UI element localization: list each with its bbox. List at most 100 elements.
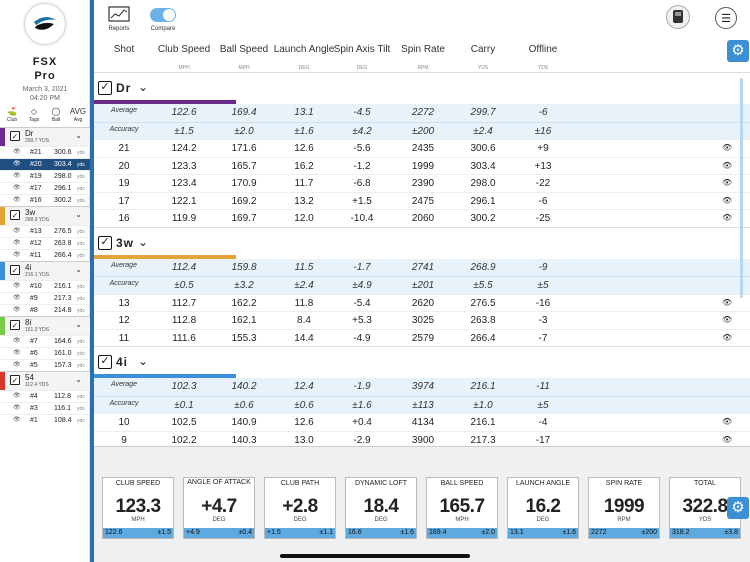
club-group-header[interactable]: ✓ 8i 161.0 YDS ⌄ bbox=[0, 317, 90, 335]
column-header[interactable]: Launch Angle bbox=[273, 44, 335, 55]
home-indicator[interactable] bbox=[280, 554, 470, 558]
metric-card[interactable]: LAUNCH ANGLE 16.2 DEG 13.1 ±1.6 bbox=[507, 477, 579, 539]
club-group-header[interactable]: ✓ Dr 299.7 YDS ⌄ bbox=[0, 128, 90, 146]
eye-icon[interactable]: 👁 bbox=[722, 143, 733, 152]
shot-list-item[interactable]: 👁 #4 112.8 yds bbox=[0, 390, 90, 402]
shot-list-item[interactable]: 👁 #19 298.0 yds bbox=[0, 170, 90, 182]
club-checkbox[interactable]: ✓ bbox=[10, 131, 20, 141]
eye-icon[interactable]: 👁 bbox=[13, 228, 21, 234]
shot-list-item[interactable]: 👁 #3 116.1 yds bbox=[0, 402, 90, 414]
chevron-down-icon[interactable]: ⌄ bbox=[75, 375, 82, 384]
metric-card[interactable]: ANGLE OF ATTACK +4.7 DEG +4.9 ±0.4 bbox=[183, 477, 255, 539]
filter-tags-button[interactable]: ◇ Tags bbox=[24, 106, 44, 126]
club-group-header[interactable]: ✓ 4i 216.1 YDS ⌄ bbox=[0, 262, 90, 280]
eye-icon[interactable]: 👁 bbox=[13, 197, 21, 203]
menu-button[interactable]: ☰ bbox=[715, 7, 737, 29]
club-checkbox[interactable]: ✓ bbox=[10, 210, 20, 220]
eye-icon[interactable]: 👁 bbox=[722, 195, 733, 205]
eye-icon[interactable]: 👁 bbox=[13, 393, 21, 399]
metric-card[interactable]: CLUB PATH +2.8 DEG +1.5 ±1.1 bbox=[264, 477, 336, 539]
eye-icon[interactable]: 👁 bbox=[13, 362, 21, 368]
device-avatar[interactable] bbox=[666, 5, 690, 29]
column-header[interactable]: Carry bbox=[470, 44, 496, 55]
chevron-down-icon[interactable]: ⌄ bbox=[75, 265, 82, 274]
eye-icon[interactable]: 👁 bbox=[722, 178, 733, 187]
club-section-checkbox[interactable]: ✓ bbox=[98, 235, 112, 250]
shot-row[interactable]: 16 119.9 169.7 12.0 -10.4 2060 300.2 -25 👁 bbox=[94, 209, 750, 227]
chevron-down-icon[interactable]: ⌄ bbox=[138, 354, 149, 368]
table-scrollbar[interactable] bbox=[740, 78, 743, 298]
shot-row[interactable]: 12 112.8 162.1 8.4 +5.3 3025 263.8 -3 👁 bbox=[94, 311, 750, 329]
shot-row[interactable]: 19 123.4 170.9 11.7 -6.8 2390 298.0 -22 👁 bbox=[94, 174, 750, 192]
eye-icon[interactable]: 👁 bbox=[13, 161, 21, 167]
club-section-header[interactable]: ✓ 3w ⌄ bbox=[94, 226, 750, 259]
club-group-header[interactable]: ✓ 54 112.4 YDS ⌄ bbox=[0, 372, 90, 390]
chevron-down-icon[interactable]: ⌄ bbox=[75, 320, 82, 329]
shot-list-item[interactable]: 👁 #9 217.3 yds bbox=[0, 292, 90, 304]
shot-row[interactable]: 17 122.1 169.2 13.2 +1.5 2475 296.1 -6 👁 bbox=[94, 191, 750, 210]
club-section-header[interactable]: ✓ Dr ⌄ bbox=[94, 72, 750, 104]
column-header[interactable]: Spin Rate bbox=[401, 44, 445, 55]
column-header[interactable]: Spin Axis Tilt bbox=[333, 44, 391, 55]
column-header[interactable]: Ball Speed bbox=[219, 44, 269, 55]
shot-row[interactable]: 21 124.2 171.6 12.6 -5.6 2435 300.6 +9 👁 bbox=[94, 139, 750, 157]
shot-list-item[interactable]: 👁 #5 157.3 yds bbox=[0, 359, 90, 371]
shot-list-item[interactable]: 👁 #6 161.0 yds bbox=[0, 347, 90, 359]
eye-icon[interactable]: 👁 bbox=[722, 297, 733, 307]
metric-card[interactable]: CLUB SPEED 123.3 MPH 122.6 ±1.5 bbox=[102, 477, 174, 539]
eye-icon[interactable]: 👁 bbox=[13, 240, 21, 246]
chevron-down-icon[interactable]: ⌄ bbox=[138, 234, 149, 249]
club-group-header[interactable]: ✓ 3w 268.9 YDS ⌄ bbox=[0, 207, 90, 225]
club-section-checkbox[interactable]: ✓ bbox=[98, 355, 112, 369]
filter-avg-button[interactable]: AVG Avg bbox=[68, 106, 88, 126]
column-header[interactable]: Offline bbox=[528, 44, 558, 55]
shot-row[interactable]: 9 102.2 140.3 13.0 -2.9 3900 217.3 -17 👁 bbox=[94, 430, 750, 447]
chevron-down-icon[interactable]: ⌄ bbox=[75, 131, 82, 140]
shot-list-item[interactable]: 👁 #7 164.6 yds bbox=[0, 335, 90, 347]
metric-card[interactable]: SPIN RATE 1999 RPM 2272 ±200 bbox=[588, 477, 660, 539]
eye-icon[interactable]: 👁 bbox=[13, 338, 21, 344]
reports-button[interactable]: Reports bbox=[104, 6, 134, 32]
club-checkbox[interactable]: ✓ bbox=[10, 265, 20, 275]
shot-list-item[interactable]: 👁 #12 263.8 yds bbox=[0, 237, 90, 249]
shot-list-item[interactable]: 👁 #21 300.6 yds bbox=[0, 146, 90, 158]
eye-icon[interactable]: 👁 bbox=[722, 332, 733, 342]
eye-icon[interactable]: 👁 bbox=[13, 173, 21, 179]
eye-icon[interactable]: 👁 bbox=[722, 160, 733, 170]
eye-icon[interactable]: 👁 bbox=[13, 417, 21, 423]
metric-card[interactable]: BALL SPEED 165.7 MPH 169.4 ±2.0 bbox=[426, 477, 498, 539]
eye-icon[interactable]: 👁 bbox=[13, 149, 21, 155]
shot-row[interactable]: 20 123.3 165.7 16.2 -1.2 1999 303.4 +13 👁 bbox=[94, 156, 750, 175]
shot-list-item[interactable]: 👁 #17 296.1 yds bbox=[0, 182, 90, 194]
column-header[interactable]: Shot bbox=[113, 44, 135, 55]
eye-icon[interactable]: 👁 bbox=[13, 405, 21, 411]
shot-list-item[interactable]: 👁 #11 266.4 yds bbox=[0, 249, 90, 261]
shot-row[interactable]: 13 112.7 162.2 11.8 -5.4 2620 276.5 -16 👁 bbox=[94, 293, 750, 312]
eye-icon[interactable]: 👁 bbox=[722, 417, 733, 426]
shot-list-item[interactable]: 👁 #10 216.1 yds bbox=[0, 280, 90, 292]
filter-club-button[interactable]: ⛳ Club bbox=[2, 106, 22, 126]
compare-toggle[interactable]: Compare bbox=[146, 6, 180, 32]
eye-icon[interactable]: 👁 bbox=[13, 350, 21, 356]
club-section-checkbox[interactable]: ✓ bbox=[98, 81, 112, 95]
eye-icon[interactable]: 👁 bbox=[722, 315, 733, 324]
shot-list-item[interactable]: 👁 #16 300.2 yds bbox=[0, 194, 90, 206]
eye-icon[interactable]: 👁 bbox=[13, 283, 21, 289]
eye-icon[interactable]: 👁 bbox=[722, 434, 733, 444]
cards-settings-gear-icon[interactable]: ⚙ bbox=[727, 497, 749, 519]
shot-list-item[interactable]: 👁 #13 276.5 yds bbox=[0, 225, 90, 237]
eye-icon[interactable]: 👁 bbox=[13, 307, 21, 313]
compare-switch[interactable] bbox=[150, 8, 176, 22]
filter-ball-button[interactable]: ◯ Ball bbox=[46, 106, 66, 126]
club-section-header[interactable]: ✓ 4i ⌄ bbox=[94, 346, 750, 378]
eye-icon[interactable]: 👁 bbox=[13, 252, 21, 258]
shot-list-item[interactable]: 👁 #20 303.4 yds bbox=[0, 158, 90, 170]
shot-list-item[interactable]: 👁 #8 214.8 yds bbox=[0, 304, 90, 316]
shot-list-item[interactable]: 👁 #1 108.4 yds bbox=[0, 414, 90, 426]
column-header[interactable]: Club Speed bbox=[157, 44, 211, 55]
eye-icon[interactable]: 👁 bbox=[13, 295, 21, 301]
club-checkbox[interactable]: ✓ bbox=[10, 320, 20, 330]
eye-icon[interactable]: 👁 bbox=[13, 185, 21, 191]
table-settings-gear-icon[interactable]: ⚙ bbox=[727, 40, 749, 62]
metric-card[interactable]: DYNAMIC LOFT 18.4 DEG 16.6 ±1.6 bbox=[345, 477, 417, 539]
